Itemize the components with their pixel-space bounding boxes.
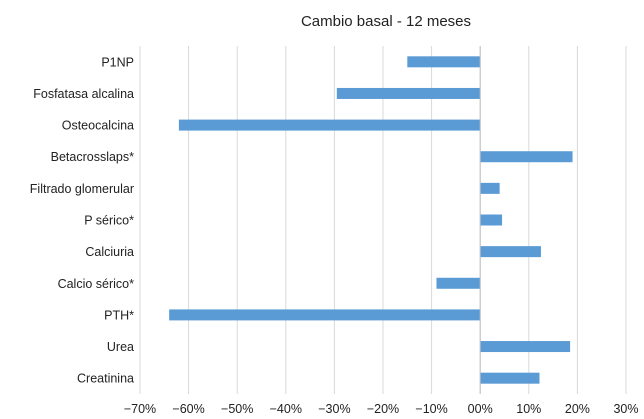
x-tick-label-7: 00%	[468, 402, 493, 416]
category-label-9: Urea	[107, 340, 134, 354]
x-tick-label-1: −60%	[172, 402, 204, 416]
category-label-7: Calcio sérico*	[58, 277, 135, 291]
category-label-8: PTH*	[104, 308, 134, 322]
x-tick-labels: −70% −60% −50% −40% −30% −20% −10% 00% 10% 20% 30%	[124, 402, 639, 416]
x-tick-label-8: 10%	[516, 402, 541, 416]
chart-title: Cambio basal - 12 meses	[301, 13, 471, 30]
category-label-2: Osteocalcina	[62, 119, 134, 133]
bar-2	[178, 119, 481, 131]
bar-7	[436, 277, 481, 289]
grid-lines	[139, 46, 627, 394]
bar-8	[169, 309, 481, 321]
category-label-1: Fosfatasa alcalina	[33, 87, 134, 101]
bar-10	[480, 372, 540, 384]
category-label-0: P1NP	[101, 55, 134, 69]
x-tick-label-0: −70%	[124, 402, 156, 416]
x-tick-label-4: −30%	[318, 402, 350, 416]
x-tick-label-5: −20%	[367, 402, 399, 416]
bar-1	[336, 87, 481, 99]
x-tick-label-2: −50%	[221, 402, 253, 416]
category-label-10: Creatinina	[77, 372, 134, 386]
bar-6	[480, 246, 541, 258]
category-label-3: Betacrosslaps*	[51, 150, 135, 164]
bar-4	[480, 182, 500, 194]
x-tick-label-10: 30%	[613, 402, 638, 416]
x-tick-label-3: −40%	[270, 402, 302, 416]
category-labels: P1NP Fosfatasa alcalina Osteocalcina Betacr…	[30, 55, 134, 385]
bar-9	[480, 341, 571, 353]
bars	[169, 56, 573, 384]
bar-5	[480, 214, 503, 226]
category-label-5: P sérico*	[84, 214, 134, 228]
x-tick-label-9: 20%	[565, 402, 590, 416]
category-label-4: Filtrado glomerular	[30, 182, 134, 196]
bar-3	[480, 151, 573, 163]
category-label-6: Calciuria	[85, 245, 134, 259]
x-tick-label-6: −10%	[415, 402, 447, 416]
bar-0	[407, 56, 481, 68]
